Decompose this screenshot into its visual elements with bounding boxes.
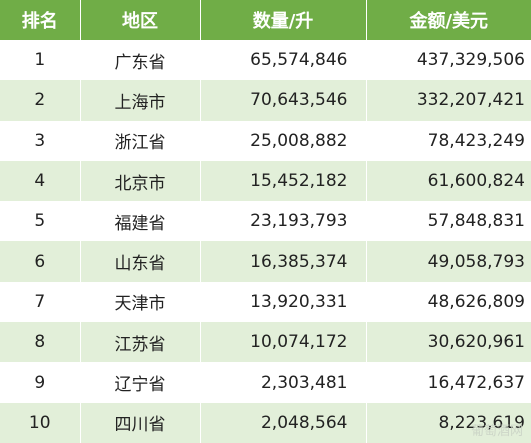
cell-quantity: 10,074,172 <box>200 322 367 363</box>
cell-amount: 49,058,793 <box>366 241 531 282</box>
header-amount: 金额/美元 <box>366 0 531 40</box>
cell-quantity: 23,193,793 <box>200 201 367 242</box>
table-row: 10 四川省 2,048,564 8,223,619 <box>0 402 531 443</box>
header-rank: 排名 <box>0 0 81 40</box>
cell-rank: 5 <box>0 201 81 242</box>
cell-quantity: 16,385,374 <box>200 241 367 282</box>
table-row: 1 广东省 65,574,846 437,329,506 <box>0 40 531 81</box>
table-row: 7 天津市 13,920,331 48,626,809 <box>0 281 531 323</box>
table-row: 2 上海市 70,643,546 332,207,421 <box>0 80 531 121</box>
cell-region: 四川省 <box>80 402 201 443</box>
cell-region: 浙江省 <box>80 120 201 161</box>
cell-rank: 2 <box>0 80 81 121</box>
table-body: 1 广东省 65,574,846 437,329,506 2 上海市 70,643,546 3… <box>0 40 531 443</box>
cell-region: 广东省 <box>80 40 201 81</box>
cell-amount: 30,620,961 <box>366 322 531 363</box>
cell-rank: 9 <box>0 362 81 403</box>
cell-amount: 8,223,619 <box>366 402 531 443</box>
table-row: 5 福建省 23,193,793 57,848,831 <box>0 201 531 242</box>
header-quantity: 数量/升 <box>200 0 367 40</box>
cell-rank: 4 <box>0 160 81 202</box>
cell-amount: 437,329,506 <box>366 40 531 81</box>
cell-region: 山东省 <box>80 241 201 282</box>
cell-rank: 10 <box>0 402 81 443</box>
header-row: 排名 地区 数量/升 金额/美元 <box>0 0 531 40</box>
cell-amount: 57,848,831 <box>366 201 531 242</box>
table-row: 4 北京市 15,452,182 61,600,824 <box>0 160 531 202</box>
cell-region: 辽宁省 <box>80 362 201 403</box>
table-row: 8 江苏省 10,074,172 30,620,961 <box>0 322 531 363</box>
cell-amount: 16,472,637 <box>366 362 531 403</box>
cell-quantity: 2,048,564 <box>200 402 367 443</box>
cell-quantity: 25,008,882 <box>200 120 367 161</box>
cell-quantity: 13,920,331 <box>200 281 367 323</box>
cell-region: 北京市 <box>80 160 201 202</box>
cell-quantity: 70,643,546 <box>200 80 367 121</box>
cell-amount: 78,423,249 <box>366 120 531 161</box>
cell-region: 福建省 <box>80 201 201 242</box>
cell-amount: 61,600,824 <box>366 160 531 202</box>
cell-rank: 6 <box>0 241 81 282</box>
cell-rank: 7 <box>0 281 81 323</box>
cell-region: 江苏省 <box>80 322 201 363</box>
table-row: 3 浙江省 25,008,882 78,423,249 <box>0 120 531 161</box>
cell-rank: 3 <box>0 120 81 161</box>
cell-rank: 1 <box>0 40 81 81</box>
table-row: 9 辽宁省 2,303,481 16,472,637 <box>0 362 531 403</box>
header-region: 地区 <box>80 0 201 40</box>
watermark: 葡萄酒网 <box>470 424 523 439</box>
cell-quantity: 65,574,846 <box>200 40 367 81</box>
table-row: 6 山东省 16,385,374 49,058,793 <box>0 241 531 282</box>
cell-rank: 8 <box>0 322 81 363</box>
cell-amount: 48,626,809 <box>366 281 531 323</box>
cell-quantity: 15,452,182 <box>200 160 367 202</box>
cell-quantity: 2,303,481 <box>200 362 367 403</box>
cell-amount: 332,207,421 <box>366 80 531 121</box>
cell-region: 天津市 <box>80 281 201 323</box>
cell-region: 上海市 <box>80 80 201 121</box>
